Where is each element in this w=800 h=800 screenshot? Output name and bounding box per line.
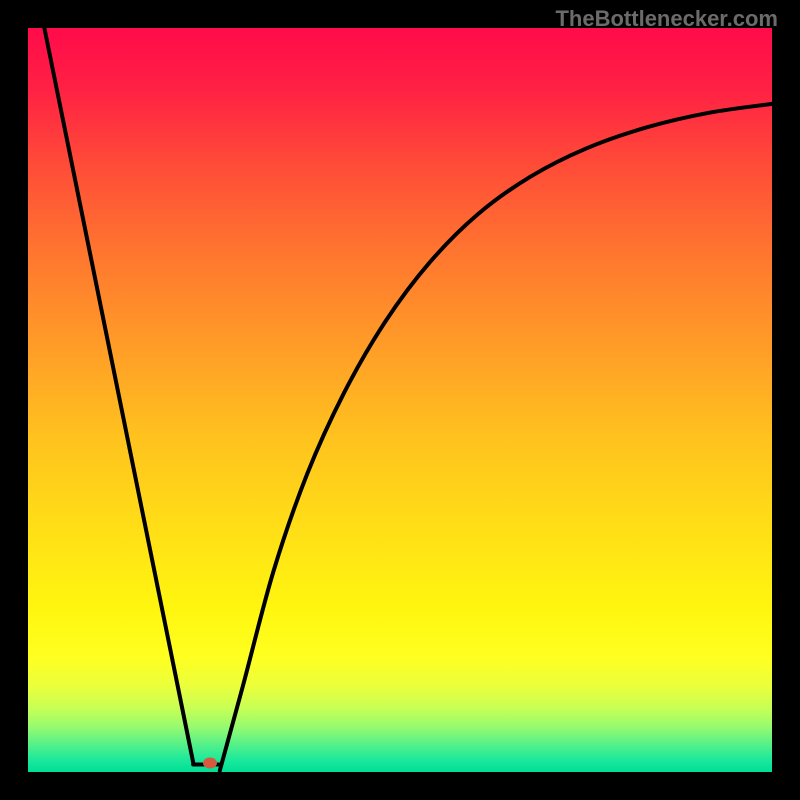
chart-container: TheBottlenecker.com <box>0 0 800 800</box>
curve-layer <box>28 28 772 772</box>
optimum-marker <box>203 758 217 769</box>
bottleneck-curve <box>44 28 772 771</box>
plot-area <box>28 28 772 772</box>
